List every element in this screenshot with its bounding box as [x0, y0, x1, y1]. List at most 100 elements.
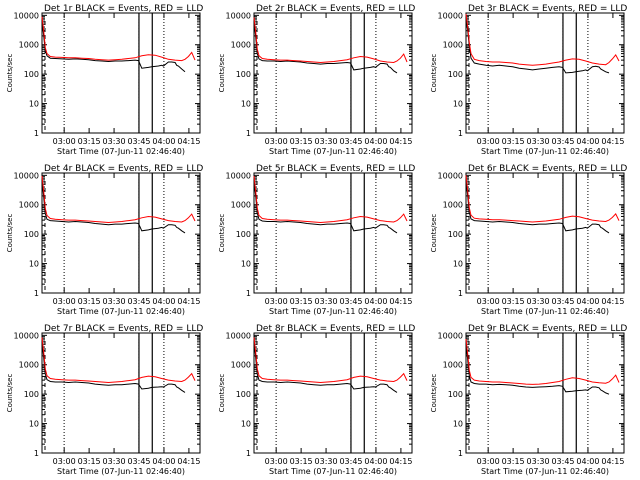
x-tick-label: 03:15 — [290, 137, 313, 146]
y-axis-label: Counts/sec — [430, 374, 438, 413]
events-series-line — [253, 341, 398, 393]
chart-title: Det 4r BLACK = Events, RED = LLD — [44, 164, 203, 174]
x-tick-label: 03:15 — [78, 297, 101, 306]
x-tick-label: 03:30 — [103, 137, 126, 146]
y-axis-label: Counts/sec — [218, 54, 226, 93]
y-tick-label: 10 — [29, 420, 39, 429]
x-tick-label: 04:00 — [364, 137, 387, 146]
x-tick-label: 03:30 — [103, 297, 126, 306]
y-tick-label: 100 — [24, 70, 39, 79]
y-axis-label: Counts/sec — [430, 214, 438, 253]
x-tick-label: 03:45 — [339, 137, 362, 146]
x-axis-label: Start Time (07-Jun-11 02:46:40) — [481, 467, 609, 476]
y-axis-label: Counts/sec — [218, 374, 226, 413]
chart-title: Det 6r BLACK = Events, RED = LLD — [468, 164, 627, 174]
x-tick-label: 03:45 — [551, 137, 574, 146]
x-tick-label: 03:00 — [265, 137, 288, 146]
plot-frame — [465, 12, 625, 134]
y-tick-label: 10 — [453, 260, 463, 269]
y-tick-label: 10000 — [14, 331, 39, 340]
y-tick-label: 100 — [448, 390, 463, 399]
y-tick-label: 1 — [458, 449, 463, 458]
x-axis-label: Start Time (07-Jun-11 02:46:40) — [269, 467, 397, 476]
y-tick-label: 1000 — [19, 361, 39, 370]
y-tick-label: 1000 — [443, 201, 463, 210]
chart-title: Det 8r BLACK = Events, RED = LLD — [256, 324, 415, 334]
chart-panel-5: Det 5r BLACK = Events, RED = LLD 1 10 100 10… — [218, 164, 415, 316]
plot-frame — [465, 332, 625, 454]
x-tick-label: 03:45 — [127, 297, 150, 306]
x-tick-label: 03:15 — [502, 137, 525, 146]
chart-title: Det 5r BLACK = Events, RED = LLD — [256, 164, 415, 174]
y-tick-label: 100 — [236, 230, 251, 239]
events-series-line — [41, 19, 186, 73]
x-tick-label: 03:00 — [477, 457, 500, 466]
x-tick-label: 04:00 — [152, 137, 175, 146]
plot-frame — [253, 172, 413, 294]
lld-series-line — [253, 337, 408, 384]
x-tick-label: 03:30 — [315, 297, 338, 306]
x-tick-label: 03:45 — [551, 297, 574, 306]
x-tick-label: 04:15 — [601, 457, 624, 466]
y-axis-label: Counts/sec — [6, 374, 14, 413]
y-axis-label: Counts/sec — [430, 54, 438, 93]
events-series-line — [465, 344, 610, 395]
plot-frame — [253, 332, 413, 454]
chart-panel-9: Det 9r BLACK = Events, RED = LLD 1 10 100 10… — [430, 324, 627, 476]
lld-series-line — [41, 175, 196, 224]
y-tick-label: 10 — [453, 100, 463, 109]
y-tick-label: 1000 — [231, 201, 251, 210]
x-tick-label: 03:00 — [53, 137, 76, 146]
x-tick-label: 03:30 — [103, 457, 126, 466]
plot-frame — [253, 12, 413, 134]
y-tick-label: 10000 — [226, 11, 251, 20]
y-tick-label: 1 — [458, 289, 463, 298]
y-tick-label: 10000 — [438, 171, 463, 180]
events-series-line — [253, 179, 398, 234]
chart-title: Det 1r BLACK = Events, RED = LLD — [44, 4, 203, 14]
chart-panel-2: Det 2r BLACK = Events, RED = LLD 1 10 100 10… — [218, 4, 415, 156]
x-tick-label: 03:15 — [290, 297, 313, 306]
x-tick-label: 03:00 — [53, 457, 76, 466]
y-tick-label: 10 — [241, 100, 251, 109]
x-tick-label: 04:15 — [389, 457, 412, 466]
x-axis-label: Start Time (07-Jun-11 02:46:40) — [57, 147, 185, 156]
y-tick-label: 1000 — [443, 41, 463, 50]
x-tick-label: 03:15 — [502, 297, 525, 306]
y-tick-label: 1000 — [231, 41, 251, 50]
x-tick-label: 04:15 — [601, 297, 624, 306]
x-axis-label: Start Time (07-Jun-11 02:46:40) — [57, 467, 185, 476]
x-tick-label: 03:00 — [477, 137, 500, 146]
x-tick-label: 04:00 — [152, 457, 175, 466]
y-tick-label: 10 — [453, 420, 463, 429]
y-tick-label: 10000 — [438, 331, 463, 340]
x-tick-label: 04:15 — [177, 457, 200, 466]
events-series-line — [465, 178, 610, 234]
x-axis-label: Start Time (07-Jun-11 02:46:40) — [57, 307, 185, 316]
x-tick-label: 04:15 — [177, 297, 200, 306]
x-tick-label: 04:00 — [576, 457, 599, 466]
y-tick-label: 100 — [236, 390, 251, 399]
x-tick-label: 04:15 — [389, 137, 412, 146]
y-tick-label: 10000 — [14, 11, 39, 20]
x-tick-label: 04:15 — [601, 137, 624, 146]
x-tick-label: 03:45 — [127, 457, 150, 466]
lld-series-line — [465, 14, 620, 66]
x-tick-label: 04:15 — [389, 297, 412, 306]
x-tick-label: 04:00 — [152, 297, 175, 306]
y-tick-label: 1000 — [231, 361, 251, 370]
y-tick-label: 1 — [34, 449, 39, 458]
x-tick-label: 03:15 — [78, 457, 101, 466]
x-tick-label: 04:00 — [364, 457, 387, 466]
x-tick-label: 03:00 — [53, 297, 76, 306]
y-tick-label: 100 — [24, 390, 39, 399]
x-tick-label: 03:30 — [527, 457, 550, 466]
chart-panel-4: Det 4r BLACK = Events, RED = LLD 1 10 100 10… — [6, 164, 203, 316]
y-tick-label: 1 — [34, 129, 39, 138]
x-tick-label: 03:00 — [477, 297, 500, 306]
x-tick-label: 03:00 — [265, 297, 288, 306]
x-tick-label: 04:00 — [364, 297, 387, 306]
x-tick-label: 03:30 — [315, 137, 338, 146]
y-tick-label: 1 — [246, 449, 251, 458]
x-tick-label: 04:00 — [576, 137, 599, 146]
